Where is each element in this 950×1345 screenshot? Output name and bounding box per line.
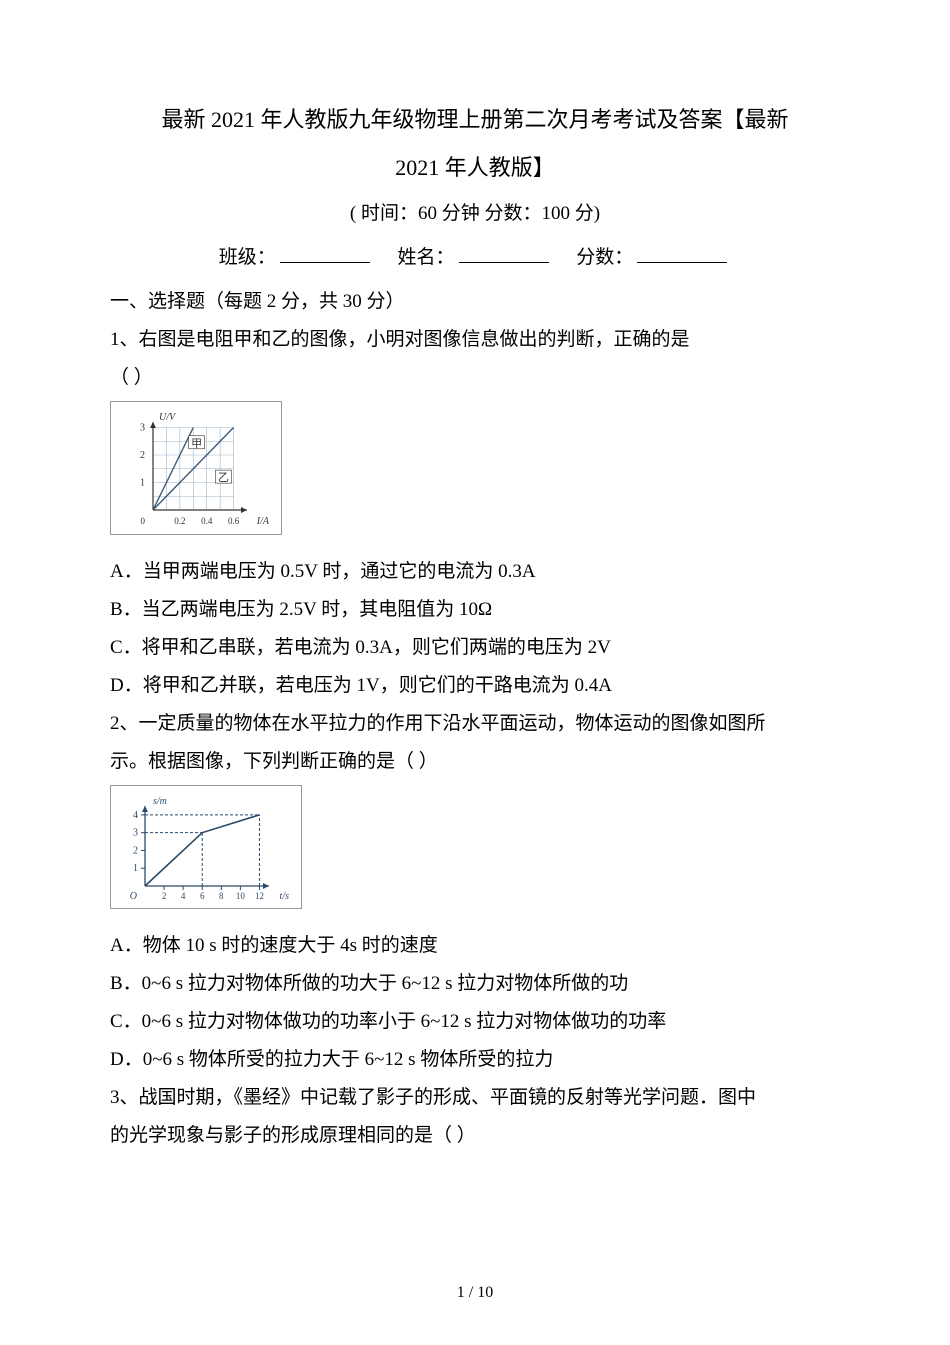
svg-text:U/V: U/V xyxy=(159,412,177,423)
label-class: 班级： xyxy=(219,247,276,268)
q1-opt-b: B．当乙两端电压为 2.5V 时，其电阻值为 10Ω xyxy=(110,591,840,629)
svg-text:t/s: t/s xyxy=(280,891,290,902)
svg-text:12: 12 xyxy=(255,891,264,901)
q2-opt-c: C．0~6 s 拉力对物体做功的功率小于 6~12 s 拉力对物体做功的功率 xyxy=(110,1003,840,1041)
title-line-2: 2021 年人教版】 xyxy=(110,148,840,188)
q1-chart-svg: 0.2 0.4 0.6 1 2 3 0 I/A U/V 甲乙 xyxy=(121,408,271,528)
svg-text:O: O xyxy=(130,891,137,902)
q3-stem-1: 3、战国时期，《墨经》中记载了影子的形成、平面镜的反射等光学问题．图中 xyxy=(110,1079,840,1117)
student-info-line: 班级： 姓名： 分数： xyxy=(110,239,840,277)
q2-stem-2: 示。根据图像，下列判断正确的是（ ） xyxy=(110,743,840,781)
section-1-head: 一、选择题（每题 2 分，共 30 分） xyxy=(110,283,840,321)
label-name: 姓名： xyxy=(397,247,454,268)
svg-text:10: 10 xyxy=(236,891,246,901)
svg-text:0.6: 0.6 xyxy=(228,516,240,526)
svg-text:0.2: 0.2 xyxy=(174,516,185,526)
svg-text:6: 6 xyxy=(200,891,205,901)
title-line-1: 最新 2021 年人教版九年级物理上册第二次月考考试及答案【最新 xyxy=(110,100,840,140)
svg-text:s/m: s/m xyxy=(153,796,167,807)
svg-text:2: 2 xyxy=(140,450,145,461)
q1-opt-a: A．当甲两端电压为 0.5V 时，通过它的电流为 0.3A xyxy=(110,553,840,591)
svg-text:I/A: I/A xyxy=(256,516,270,527)
q2-opt-d: D．0~6 s 物体所受的拉力大于 6~12 s 物体所受的拉力 xyxy=(110,1041,840,1079)
q2-opt-a: A．物体 10 s 时的速度大于 4s 时的速度 xyxy=(110,927,840,965)
svg-text:3: 3 xyxy=(140,423,145,434)
q1-stem-2: （ ） xyxy=(110,359,840,397)
blank-name xyxy=(459,243,549,263)
svg-text:乙: 乙 xyxy=(218,471,229,484)
q2-stem-1: 2、一定质量的物体在水平拉力的作用下沿水平面运动，物体运动的图像如图所 xyxy=(110,705,840,743)
svg-text:甲: 甲 xyxy=(191,438,202,450)
blank-score xyxy=(637,243,727,263)
svg-text:1: 1 xyxy=(133,863,138,874)
svg-text:0: 0 xyxy=(141,516,146,526)
svg-text:0.4: 0.4 xyxy=(201,516,213,526)
q1-opt-d: D．将甲和乙并联，若电压为 1V，则它们的干路电流为 0.4A xyxy=(110,667,840,705)
page: 最新 2021 年人教版九年级物理上册第二次月考考试及答案【最新 2021 年人… xyxy=(0,0,950,1345)
q2-chart-svg: 246810121234Ot/ss/m xyxy=(121,792,291,902)
svg-text:2: 2 xyxy=(133,846,138,857)
svg-text:4: 4 xyxy=(133,810,138,821)
page-footer: 1 / 10 xyxy=(0,1277,950,1309)
svg-text:3: 3 xyxy=(133,828,138,839)
svg-text:1: 1 xyxy=(140,478,145,489)
q1-opt-c: C．将甲和乙串联，若电流为 0.3A，则它们两端的电压为 2V xyxy=(110,629,840,667)
svg-text:8: 8 xyxy=(219,891,224,901)
svg-text:4: 4 xyxy=(181,891,186,901)
q1-stem-1: 1、右图是电阻甲和乙的图像，小明对图像信息做出的判断，正确的是 xyxy=(110,321,840,359)
q3-stem-2: 的光学现象与影子的形成原理相同的是（ ） xyxy=(110,1117,840,1155)
label-score: 分数： xyxy=(576,247,633,268)
blank-class xyxy=(280,243,370,263)
q2-opt-b: B．0~6 s 拉力对物体所做的功大于 6~12 s 拉力对物体所做的功 xyxy=(110,965,840,1003)
svg-text:2: 2 xyxy=(162,891,167,901)
exam-meta: ( 时间：60 分钟 分数：100 分) xyxy=(110,195,840,233)
q1-chart: 0.2 0.4 0.6 1 2 3 0 I/A U/V 甲乙 xyxy=(110,401,282,535)
q2-chart: 246810121234Ot/ss/m xyxy=(110,785,302,909)
